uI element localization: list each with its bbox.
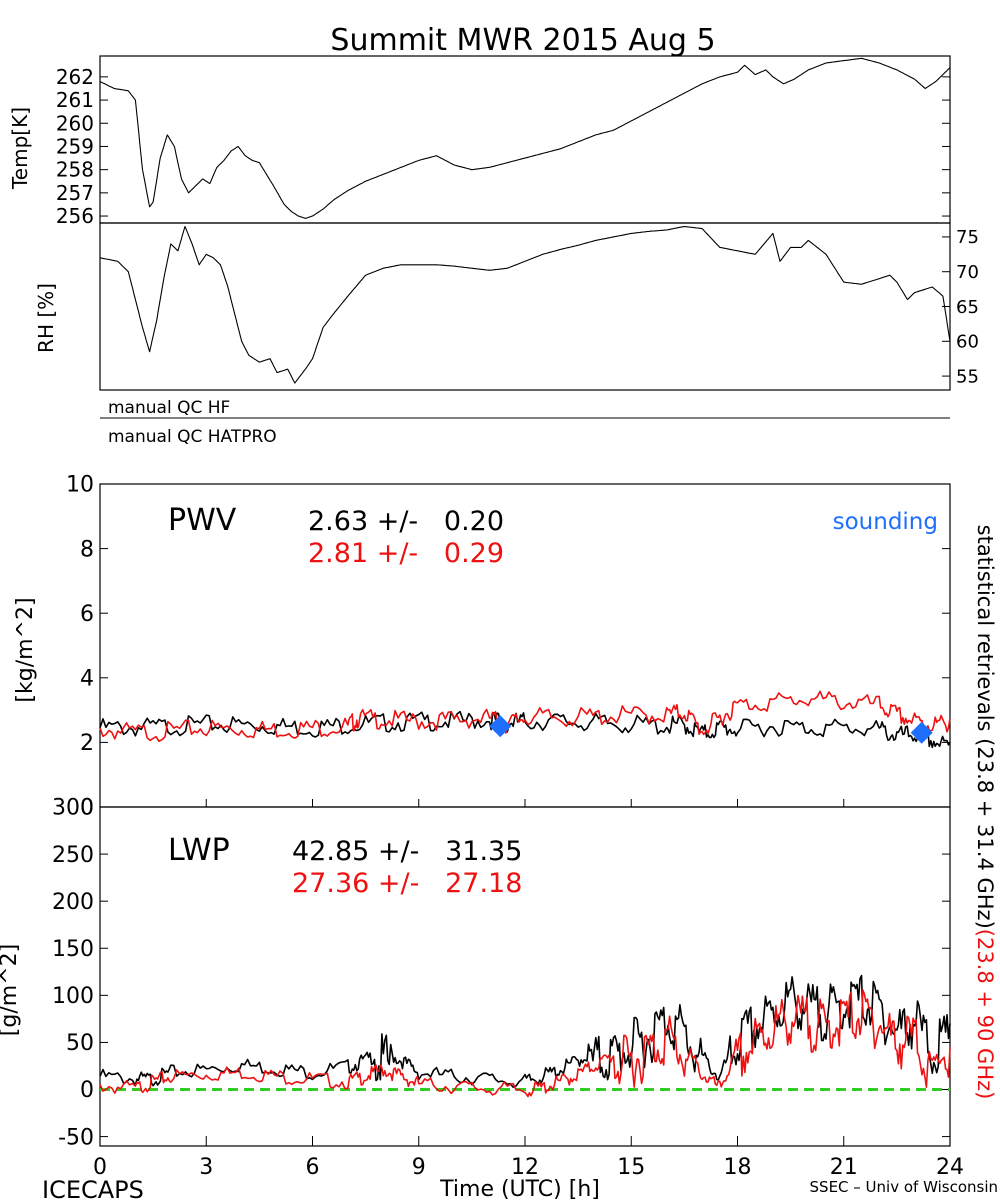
lwp-panel: [g/m^2] LWP 42.85 +/- 31.35 27.36 +/- 27… bbox=[0, 796, 951, 1150]
pwv-series-line-1 bbox=[99, 690, 951, 743]
xtick-label: 15 bbox=[617, 1155, 645, 1180]
rh-panel: RH [%] 55 60 65 70 75 bbox=[34, 222, 979, 391]
temp-ytick-label: 260 bbox=[56, 111, 94, 135]
lwp-ytick-label: 50 bbox=[66, 1031, 94, 1056]
qc-hatpro-label: manual QC HATPRO bbox=[108, 427, 277, 447]
pwv-ytick-label: 4 bbox=[80, 667, 94, 692]
footer-left: ICECAPS bbox=[42, 1176, 144, 1200]
pwv-ytick-label: 6 bbox=[80, 602, 94, 627]
lwp-stat-red: 27.36 +/- 27.18 bbox=[292, 868, 522, 899]
lwp-ytick-label: 0 bbox=[80, 1078, 94, 1103]
temp-ytick-label: 259 bbox=[56, 134, 94, 158]
pwv-y-ticks: 0 2 4 6 8 10 bbox=[66, 473, 950, 821]
pwv-stat-red: 2.81 +/- 0.29 bbox=[308, 538, 504, 569]
sounding-legend-label: sounding bbox=[833, 509, 938, 535]
lwp-stat-black: 42.85 +/- 31.35 bbox=[292, 836, 522, 867]
lwp-ytick-label: 250 bbox=[52, 843, 94, 868]
rh-y-ticks: 55 60 65 70 75 bbox=[942, 227, 979, 387]
lwp-ytick-label: 100 bbox=[52, 984, 94, 1009]
sounding-marker bbox=[489, 715, 512, 738]
lwp-series-line-1 bbox=[99, 989, 951, 1098]
temp-ytick-label: 257 bbox=[56, 181, 94, 205]
pwv-series-line-0 bbox=[99, 710, 951, 749]
footer-right: SSEC – Univ of Wisconsin bbox=[810, 1178, 998, 1196]
pwv-ylabel: [kg/m^2] bbox=[13, 597, 38, 702]
qc-hf-label: manual QC HF bbox=[108, 398, 230, 418]
rh-ytick-label: 75 bbox=[956, 227, 979, 248]
lwp-series-line-0 bbox=[99, 974, 951, 1088]
lwp-series bbox=[99, 974, 951, 1098]
x-axis-label: Time (UTC) [h] bbox=[439, 1177, 600, 1200]
lwp-y-ticks: -50 0 50 100 150 200 250 300 bbox=[52, 796, 950, 1150]
right-label-red-part: (23.8 + 90 GHz) bbox=[973, 929, 997, 1100]
pwv-ytick-label: 8 bbox=[80, 537, 94, 562]
temp-ytick-label: 261 bbox=[56, 88, 94, 112]
temp-ylabel: Temp[K] bbox=[8, 107, 32, 190]
pwv-series bbox=[99, 690, 951, 749]
sounding-marker bbox=[910, 721, 933, 744]
pwv-ytick-label: 10 bbox=[66, 473, 94, 498]
xtick-label: 3 bbox=[199, 1155, 213, 1180]
figure-title: Summit MWR 2015 Aug 5 bbox=[330, 23, 715, 58]
lwp-ytick-label: 150 bbox=[52, 937, 94, 962]
qc-flags: manual QC HF manual QC HATPRO bbox=[100, 398, 950, 447]
rh-series bbox=[99, 225, 951, 384]
xtick-label: 9 bbox=[412, 1155, 426, 1180]
rh-ytick-label: 70 bbox=[956, 262, 979, 283]
x-axis-ticks: 0 3 6 9 12 15 18 21 24 bbox=[93, 799, 964, 1180]
pwv-panel: [kg/m^2] PWV 2.63 +/- 0.20 2.81 +/- 0.29… bbox=[13, 473, 951, 821]
xtick-label: 0 bbox=[93, 1155, 107, 1180]
lwp-title: LWP bbox=[168, 833, 230, 868]
lwp-ytick-label: 300 bbox=[52, 796, 94, 821]
rh-ytick-label: 55 bbox=[956, 366, 979, 387]
right-side-label: statistical retrievals (23.8 + 31.4 GHz)… bbox=[973, 525, 997, 1100]
pwv-stat-black: 2.63 +/- 0.20 bbox=[308, 506, 504, 537]
rh-ytick-label: 60 bbox=[956, 332, 979, 353]
pwv-ytick-label: 0 bbox=[80, 796, 94, 821]
lwp-ylabel: [g/m^2] bbox=[0, 944, 22, 1036]
right-label-statistical: statistical retrievals (23.8 + 31.4 GHz)… bbox=[973, 525, 997, 1100]
temp-series-line-0 bbox=[99, 57, 951, 219]
temp-ytick-label: 258 bbox=[56, 158, 94, 182]
rh-series-line-0 bbox=[99, 225, 951, 384]
temp-ytick-label: 262 bbox=[56, 65, 94, 89]
pwv-soundings bbox=[489, 715, 933, 744]
pwv-ytick-label: 2 bbox=[80, 731, 94, 756]
right-label-black-part: statistical retrievals (23.8 + 31.4 GHz) bbox=[973, 525, 997, 929]
xtick-label: 21 bbox=[830, 1155, 858, 1180]
xtick-label: 24 bbox=[936, 1155, 964, 1180]
xtick-label: 6 bbox=[306, 1155, 320, 1180]
pwv-title: PWV bbox=[168, 503, 237, 538]
temp-series bbox=[99, 57, 951, 219]
temp-ytick-label: 256 bbox=[56, 204, 94, 228]
lwp-ytick-label: -50 bbox=[58, 1125, 94, 1150]
xtick-label: 12 bbox=[511, 1155, 539, 1180]
lwp-ytick-label: 200 bbox=[52, 890, 94, 915]
rh-ytick-label: 65 bbox=[956, 297, 979, 318]
rh-ylabel: RH [%] bbox=[34, 283, 58, 353]
xtick-label: 18 bbox=[724, 1155, 752, 1180]
